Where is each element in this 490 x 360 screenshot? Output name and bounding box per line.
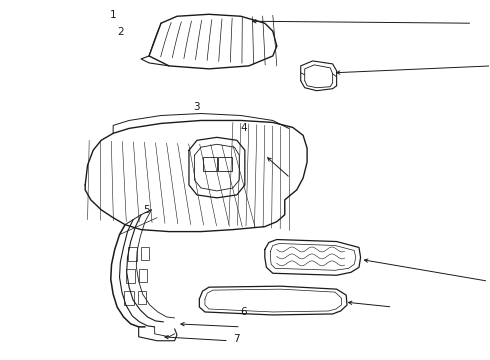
Text: 1: 1 [110, 10, 116, 20]
Bar [140, 269, 147, 282]
Text: 4: 4 [241, 123, 247, 133]
Text: 5: 5 [143, 205, 149, 215]
Bar [218, 157, 232, 171]
Text: 6: 6 [241, 307, 247, 317]
Bar [138, 291, 146, 304]
Bar [124, 291, 134, 305]
Bar [141, 247, 149, 260]
Bar [126, 269, 136, 283]
Text: 7: 7 [233, 334, 240, 344]
Text: 2: 2 [118, 27, 124, 37]
Bar [127, 247, 137, 261]
Bar [202, 157, 217, 171]
Text: 3: 3 [194, 102, 200, 112]
